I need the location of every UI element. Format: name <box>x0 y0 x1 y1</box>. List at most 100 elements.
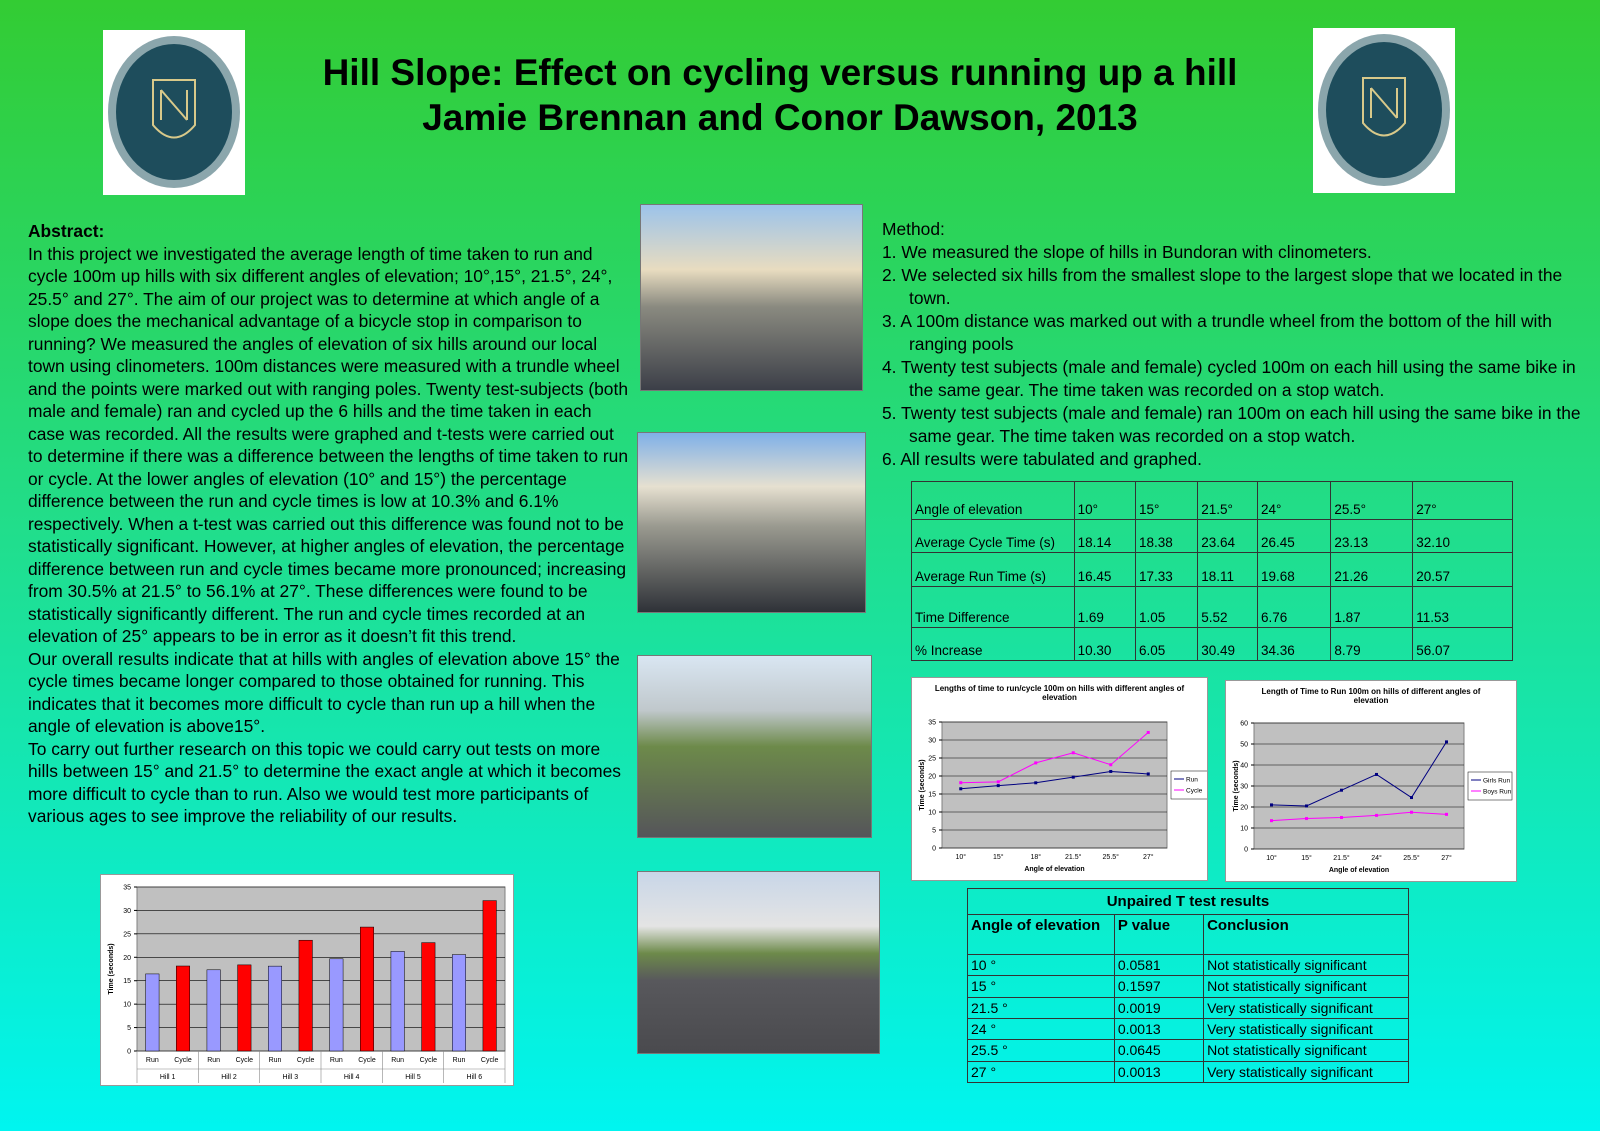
method-item: 3. A 100m distance was marked out with a… <box>882 311 1552 354</box>
group-label: Hill 2 <box>221 1074 237 1081</box>
y-axis-label: Time (seconds) <box>1233 760 1240 811</box>
point <box>1109 769 1113 773</box>
table-cell: 8.79 <box>1330 626 1414 662</box>
group-label: Hill 4 <box>344 1074 360 1081</box>
point <box>1340 816 1343 819</box>
table-cell: 21.26 <box>1330 552 1414 587</box>
poster-title: Hill Slope: Effect on cycling versus run… <box>322 52 1238 93</box>
table-cell: 24 ° <box>967 1017 1115 1041</box>
x-tick-label: 18° <box>1030 853 1041 861</box>
chart-svg: 0 10 20 30 40 50 60 Time (seconds) 10° 15° 21.5° 24… <box>1233 721 1513 874</box>
legend-label: Run <box>1186 777 1198 784</box>
table-cell: 25.5° <box>1330 481 1414 520</box>
point <box>1340 788 1343 792</box>
y-tick-label: 40 <box>1240 763 1248 770</box>
table-row: Average Cycle Time (s) 18.14 18.38 23.64 26.… <box>911 518 1513 554</box>
line <box>1271 741 1447 807</box>
logo <box>103 30 245 195</box>
abstract-paragraph: In this project we investigated the aver… <box>28 243 629 647</box>
y-tick-label: 35 <box>123 885 131 892</box>
table-row: 10 ° 0.0581 Not statistically significant <box>967 953 1409 977</box>
x-tick-label: Cycle <box>297 1057 315 1064</box>
point <box>1410 796 1413 800</box>
table-cell: Very statistically significant <box>1203 1060 1409 1084</box>
legend-label: Girls Run <box>1483 778 1510 785</box>
method-item: 4. Twenty test subjects (male and female… <box>882 357 1576 400</box>
x-tick-label: Run <box>330 1057 343 1064</box>
table-cell: 10° <box>1073 481 1137 520</box>
results-table: Angle of elevation 10° 15° 21.5° 24° 25.5° 27°… <box>911 481 1513 662</box>
group-label: Hill 6 <box>467 1074 483 1081</box>
bar <box>176 965 190 1052</box>
table-row: Unpaired T test results <box>967 888 1409 915</box>
bar <box>237 964 252 1052</box>
chart: 0 5 10 15 20 25 30 35 Time (seconds) Run Cycle Run C… <box>100 874 514 1086</box>
bar <box>482 900 497 1052</box>
point <box>1071 751 1075 755</box>
table-cell: 0.0013 <box>1113 1017 1205 1041</box>
point <box>1270 819 1273 823</box>
method-item: 6. All results were tabulated and graphe… <box>882 449 1203 469</box>
group-label: Hill 5 <box>405 1074 421 1081</box>
x-tick-label: Cycle <box>420 1057 438 1064</box>
table-cell: 26.45 <box>1256 518 1332 554</box>
y-tick-label: 5 <box>127 1025 131 1032</box>
point <box>1375 813 1378 817</box>
point <box>1445 740 1448 744</box>
table-row: 21.5 ° 0.0019 Very statistically significa… <box>967 996 1409 1019</box>
y-tick-label: 30 <box>1240 784 1248 791</box>
method-item: 5. Twenty test subjects (male and female… <box>882 403 1581 446</box>
plot-area <box>941 721 1168 849</box>
photo <box>637 871 880 1054</box>
y-tick-label: 20 <box>928 774 936 781</box>
x-tick-label: 21.5° <box>1333 854 1350 862</box>
line <box>960 770 1149 790</box>
logo-art <box>1318 34 1450 186</box>
table-cell: 30.49 <box>1197 626 1258 662</box>
y-tick-label: 10 <box>123 1002 131 1009</box>
point <box>996 784 1000 788</box>
bar <box>390 951 405 1052</box>
logo-art <box>108 36 240 188</box>
table-cell: 1.69 <box>1073 585 1137 628</box>
y-tick-label: 50 <box>1240 742 1248 749</box>
bar <box>421 942 436 1052</box>
x-tick-label: 15° <box>1301 854 1312 862</box>
y-tick-label: 60 <box>1240 721 1248 728</box>
y-tick-label: 25 <box>928 756 936 763</box>
method-item: 2. We selected six hills from the smalle… <box>882 265 1563 308</box>
y-tick-label: 35 <box>928 720 936 727</box>
table-row: 27 ° 0.0013 Very statistically significant <box>967 1060 1409 1084</box>
y-tick-label: 15 <box>123 978 131 985</box>
point <box>1445 812 1448 816</box>
chart-title: Length of Time to Run 100m on hills of d… <box>1261 687 1481 705</box>
table-row: Angle of elevation P value Conclusion <box>967 914 1409 955</box>
column-header: Angle of elevation <box>967 914 1115 955</box>
x-tick-label: Run <box>391 1057 404 1064</box>
y-tick-label: 0 <box>127 1049 131 1056</box>
point <box>1410 810 1413 814</box>
x-tick-label: 27° <box>1143 853 1154 861</box>
table-row: Average Run Time (s) 16.45 17.33 18.11 19.68… <box>911 552 1513 587</box>
photo <box>640 204 863 391</box>
table-cell: Average Cycle Time (s) <box>911 518 1075 554</box>
table-row: 15 ° 0.1597 Not statistically significant <box>967 975 1409 998</box>
bar <box>360 926 374 1052</box>
table-cell: 16.45 <box>1073 552 1137 587</box>
table-cell: 6.76 <box>1256 585 1332 628</box>
column-header: Conclusion <box>1203 914 1409 955</box>
abstract-paragraph: Our overall results indicate that at hil… <box>28 648 620 737</box>
table-cell: 23.64 <box>1197 518 1258 554</box>
x-tick-label: 25.5° <box>1103 853 1120 861</box>
point <box>1270 803 1273 807</box>
y-tick-label: 30 <box>928 738 936 745</box>
point <box>1034 761 1038 765</box>
x-tick-label: Cycle <box>358 1057 376 1064</box>
table-cell: 27° <box>1412 481 1513 520</box>
x-axis-label: Angle of elevation <box>1024 866 1084 873</box>
x-tick-label: 10° <box>955 853 966 861</box>
point <box>1375 772 1378 776</box>
line <box>960 732 1149 784</box>
point <box>1305 804 1308 808</box>
